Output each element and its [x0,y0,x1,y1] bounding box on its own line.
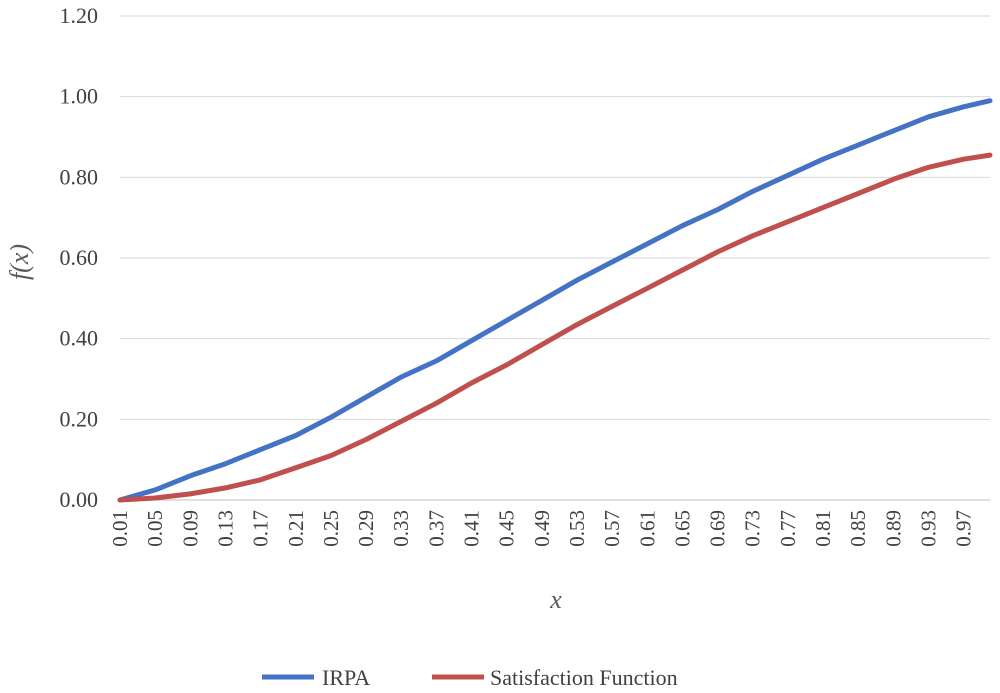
x-tick-label: 0.89 [881,510,905,547]
x-tick-label: 0.25 [319,510,343,547]
x-tick-label: 0.73 [741,510,765,547]
x-tick-label: 0.77 [776,510,800,547]
y-tick-label: 0.20 [60,406,99,431]
x-tick-label: 0.85 [846,510,870,547]
legend: IRPA Satisfaction Function [262,665,678,690]
x-tick-label: 0.13 [213,510,237,547]
y-axis-ticks: 0.00 0.20 0.40 0.60 0.80 1.00 1.20 [60,3,99,512]
x-tick-label: 0.69 [706,510,730,547]
x-tick-label: 0.41 [460,510,484,547]
x-tick-label: 0.37 [424,510,448,547]
x-tick-label: 0.97 [952,510,976,547]
x-tick-label: 0.01 [108,510,132,547]
x-tick-label: 0.57 [600,510,624,547]
y-tick-label: 0.80 [60,164,99,189]
series-line-irpa [117,98,993,503]
x-tick-label: 0.05 [143,510,167,547]
legend-label: Satisfaction Function [490,665,678,690]
y-tick-label: 1.20 [60,3,99,28]
x-tick-label: 0.17 [249,510,273,547]
y-tick-label: 0.00 [60,487,99,512]
x-tick-label: 0.53 [565,510,589,547]
x-tick-label: 0.21 [284,510,308,547]
x-tick-label: 0.93 [916,510,940,547]
x-axis-title: x [549,585,562,614]
y-tick-label: 1.00 [60,84,99,109]
series-lines [117,98,993,503]
gridlines [120,15,990,501]
x-tick-label: 0.49 [530,510,554,547]
y-tick-label: 0.40 [60,326,99,351]
x-tick-label: 0.45 [495,510,519,547]
x-tick-label: 0.81 [811,510,835,547]
x-tick-label: 0.09 [178,510,202,547]
x-tick-label: 0.29 [354,510,378,547]
x-tick-label: 0.65 [670,510,694,547]
x-axis-ticks: 0.01 0.05 0.09 0.13 0.17 0.21 0.25 0.29 0.33 0.37… [108,510,976,547]
legend-label: IRPA [322,665,370,690]
x-tick-label: 0.61 [635,510,659,547]
x-tick-label: 0.33 [389,510,413,547]
y-tick-label: 0.60 [60,245,99,270]
y-axis-title: f(x) [5,244,34,280]
series-line-satisfaction-function [117,152,993,503]
